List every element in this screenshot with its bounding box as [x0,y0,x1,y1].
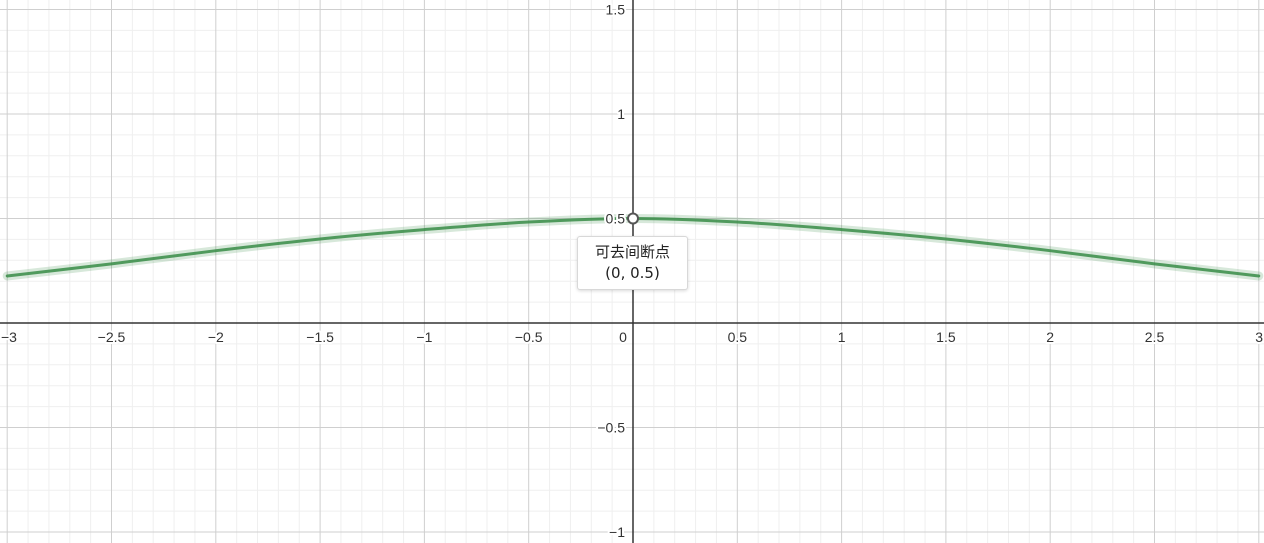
x-tick-label: 1.5 [936,329,956,345]
tooltip-label: 可去间断点 [594,243,670,261]
y-tick-label: 1.5 [606,2,626,18]
x-tick-label: −2 [208,329,224,345]
x-tick-label: 1 [838,329,846,345]
x-tick-label: 2 [1046,329,1054,345]
x-tick-label: 0.5 [728,329,748,345]
x-tick-label: −0.5 [515,329,543,345]
x-tick-label: 0 [619,329,627,345]
y-tick-label: 0.5 [606,211,626,227]
y-tick-label: −1 [609,524,625,540]
x-tick-label: −3 [1,329,17,345]
x-tick-label: −2.5 [98,329,126,345]
x-tick-label: 3 [1255,329,1263,345]
y-tick-label: 1 [617,106,625,122]
x-tick-label: −1.5 [306,329,334,345]
x-tick-label: −1 [416,329,432,345]
y-tick-label: −0.5 [597,420,625,436]
x-tick-label: 2.5 [1145,329,1165,345]
hollow-point [627,212,639,225]
tooltip-coords: (0, 0.5) [605,264,660,282]
point-tooltip: 可去间断点 (0, 0.5) [577,236,688,290]
removable-discontinuity-point[interactable] [627,212,639,225]
x-tick-labels: −3 −2.5 −2 −1.5 −1 −0.5 0 0.5 1 1.5 2 2.5 3 [0,327,1264,347]
y-tick-labels: 1.5 1 0.5 −0.5 −1 [595,0,627,542]
